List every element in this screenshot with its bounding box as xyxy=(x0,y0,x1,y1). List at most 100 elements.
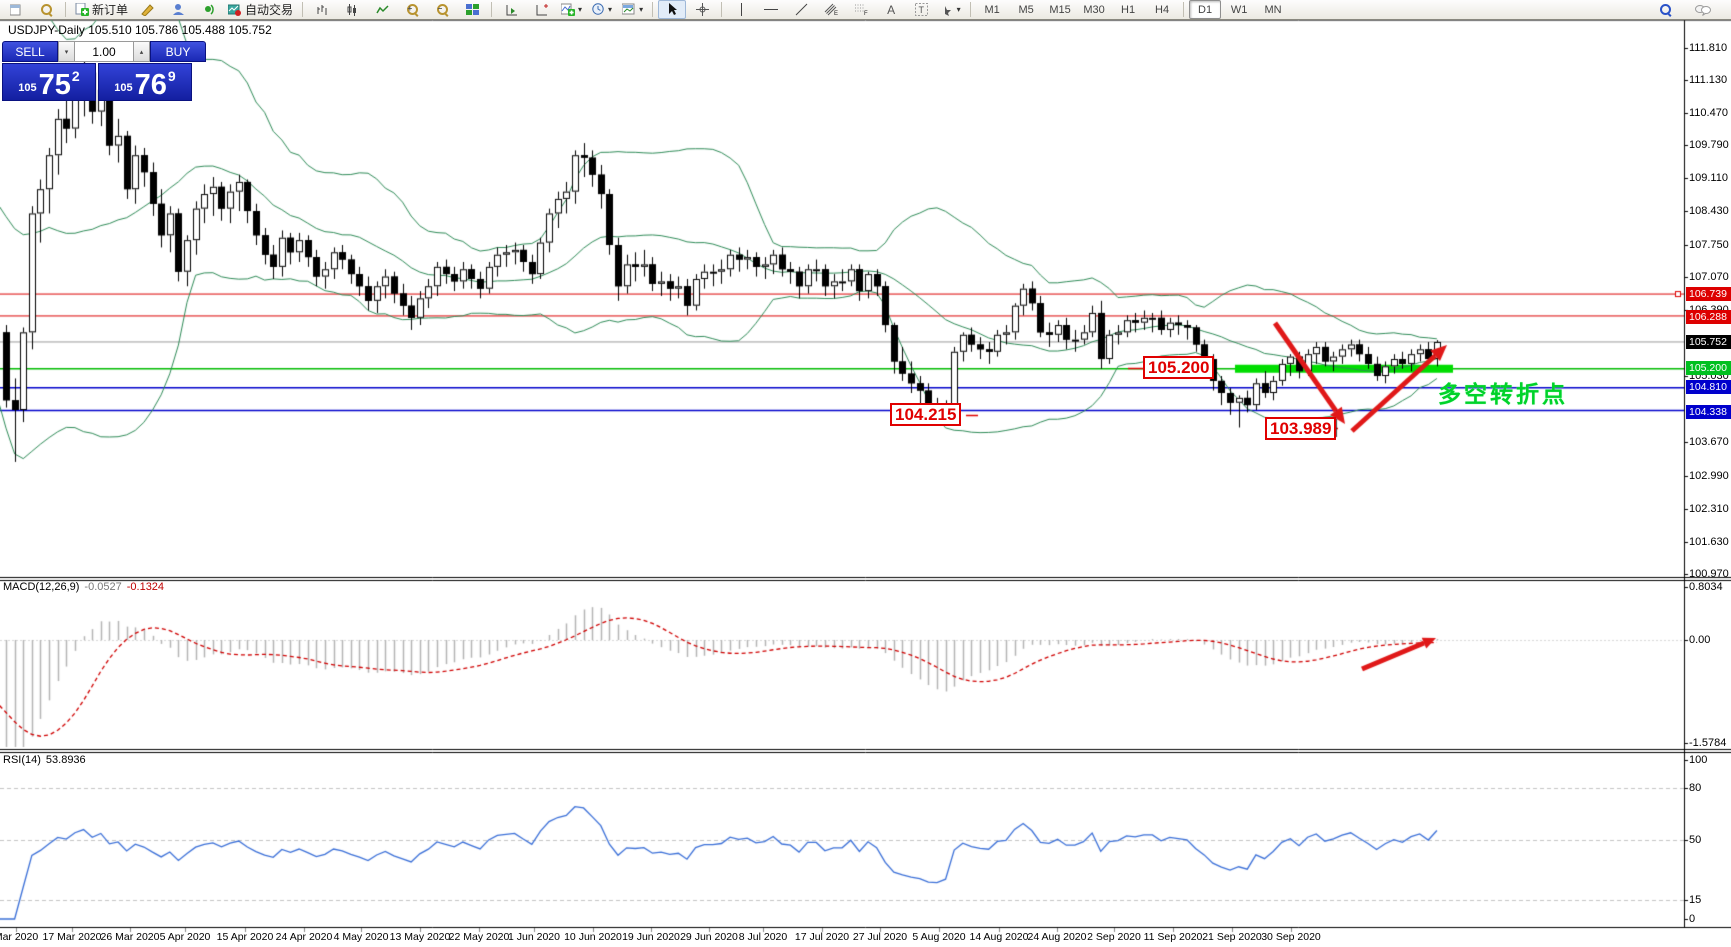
price-axis-tick: 103.670 xyxy=(1689,436,1729,448)
time-axis-label: 22 May 2020 xyxy=(448,931,510,943)
macd-label: MACD(12,26,9) -0.0527 -0.1324 xyxy=(3,581,164,593)
time-axis-label: 4 May 2020 xyxy=(333,931,389,943)
price-axis-badge: 104.810 xyxy=(1686,380,1731,394)
timeframe-m1[interactable]: M1 xyxy=(984,3,1000,16)
time-axis-label: 5 Aug 2020 xyxy=(912,931,966,943)
channel-tool[interactable]: E xyxy=(817,0,845,19)
separator xyxy=(491,2,493,17)
buy-price-big: 76 xyxy=(134,69,167,101)
time-axis-label: 24 Aug 2020 xyxy=(1027,931,1087,943)
new-order-label: 新订单 xyxy=(92,3,129,17)
zoom-out-icon[interactable]: − xyxy=(428,0,456,19)
time-axis-label: 30 Sep 2020 xyxy=(1261,931,1321,943)
buy-price-sup: 9 xyxy=(167,68,176,84)
timeframe-w1[interactable]: W1 xyxy=(1230,3,1248,16)
cursor-tool[interactable] xyxy=(658,0,687,19)
separator xyxy=(970,2,972,17)
rsi-label: RSI(14) 53.8936 xyxy=(3,754,86,766)
buy-price-box[interactable]: 105 76 9 xyxy=(98,63,192,101)
rsi-value: 53.8936 xyxy=(45,754,86,766)
price-axis-tick: 109.110 xyxy=(1689,172,1728,184)
period-button[interactable]: ▾ xyxy=(588,0,616,19)
separator xyxy=(302,2,304,17)
price-axis-badge: 106.739 xyxy=(1686,287,1731,301)
annotation-price-103989: 103.989 xyxy=(1265,417,1337,440)
sell-price-box[interactable]: 105 75 2 xyxy=(2,63,96,101)
price-axis-tick: 108.430 xyxy=(1689,205,1729,217)
caret-down-icon: ▾ xyxy=(639,5,644,14)
price-axis-tick: 101.630 xyxy=(1689,536,1729,548)
market-watch-icon[interactable] xyxy=(164,0,192,19)
macd-name: MACD(12,26,9) xyxy=(3,581,80,593)
template-button[interactable]: ▾ xyxy=(618,0,647,19)
window-icon[interactable] xyxy=(2,0,30,19)
magnifier-chart-icon xyxy=(40,4,52,15)
price-axis-tick: 102.990 xyxy=(1689,470,1729,482)
bar-chart-icon[interactable] xyxy=(308,0,336,19)
price-axis-tick: 100.970 xyxy=(1689,568,1729,580)
timeframe-h4[interactable]: H4 xyxy=(1155,3,1170,16)
trendline-tool[interactable] xyxy=(787,0,815,19)
time-axis-label: 27 Jul 2020 xyxy=(852,931,908,943)
vertical-line-tool[interactable] xyxy=(727,0,755,19)
zoom-in-icon[interactable]: + xyxy=(398,0,426,19)
volume-input[interactable] xyxy=(75,41,133,62)
timeframe-m30[interactable]: M30 xyxy=(1083,3,1105,16)
rsi-name: RSI(14) xyxy=(3,754,41,766)
annotation-turning-point: 多空转折点 xyxy=(1438,381,1568,407)
line-chart-icon[interactable] xyxy=(368,0,396,19)
crosshair-tool[interactable] xyxy=(688,0,716,19)
text-label-tool[interactable]: T xyxy=(907,0,935,19)
chart-window-icon[interactable] xyxy=(32,0,60,19)
price-axis-badge: 106.288 xyxy=(1686,310,1731,324)
auto-trading-label: 自动交易 xyxy=(245,3,294,17)
auto-trading-button[interactable]: 自动交易 xyxy=(224,0,297,19)
signals-icon[interactable] xyxy=(194,0,222,19)
caret-down-icon: ▾ xyxy=(608,5,613,14)
tile-windows-icon[interactable] xyxy=(458,0,486,19)
volume-up-button[interactable]: ▴ xyxy=(133,41,150,62)
annotation-price-105200: 105.200 xyxy=(1143,356,1215,379)
fibonacci-tool[interactable]: F xyxy=(847,0,875,19)
time-axis-label: Mar 2020 xyxy=(0,931,39,943)
caret-down-icon: ▾ xyxy=(578,5,583,14)
sell-button[interactable]: SELL xyxy=(2,41,58,62)
macd-value-1: -0.0527 xyxy=(84,581,122,593)
price-axis-tick: 109.790 xyxy=(1689,139,1729,151)
new-order-icon xyxy=(75,2,89,16)
toolbar: 新订单 自动交易 + − xyxy=(0,0,1731,20)
shapes-tool[interactable]: ▾ xyxy=(937,0,965,19)
add-indicator-button[interactable]: ▾ xyxy=(557,0,586,19)
candlestick-chart-icon[interactable] xyxy=(338,0,366,19)
chat-icon[interactable] xyxy=(1689,0,1717,19)
time-axis-label: 8 Jul 2020 xyxy=(738,931,788,943)
text-tool[interactable]: A xyxy=(887,2,896,17)
time-axis-label: 2 Sep 2020 xyxy=(1087,931,1141,943)
buy-price-prefix: 105 xyxy=(114,82,133,94)
timeframe-m15[interactable]: M15 xyxy=(1049,3,1071,16)
volume-down-button[interactable]: ▾ xyxy=(58,41,75,62)
timeframe-m5[interactable]: M5 xyxy=(1018,3,1034,16)
caret-down-icon: ▾ xyxy=(956,5,961,14)
macd-axis-label: 0.8034 xyxy=(1689,581,1723,593)
buy-button[interactable]: BUY xyxy=(150,41,206,62)
new-subwindow-icon[interactable] xyxy=(527,0,555,19)
data-window-icon[interactable] xyxy=(497,0,525,19)
sell-price-sup: 2 xyxy=(71,68,80,84)
timeframe-d1[interactable]: D1 xyxy=(1189,0,1222,19)
horizontal-line-tool[interactable] xyxy=(757,0,785,19)
time-axis-label: 24 Apr 2020 xyxy=(275,931,333,943)
timeframe-h1[interactable]: H1 xyxy=(1121,3,1136,16)
timeframe-mn[interactable]: MN xyxy=(1264,3,1282,16)
search-icon[interactable] xyxy=(1651,0,1679,19)
new-order-button[interactable]: 新订单 xyxy=(71,0,132,19)
separator xyxy=(652,2,654,17)
symbol-ohlc-line: USDJPY-Daily 105.510 105.786 105.488 105… xyxy=(8,23,272,37)
time-axis-label: 1 Jun 2020 xyxy=(508,931,560,943)
timeframe-group: M1 M5 M15 M30 H1 H4 D1 W1 MN xyxy=(976,0,1289,19)
svg-text:E: E xyxy=(834,11,838,16)
separator xyxy=(721,2,723,17)
price-axis-badge: 104.338 xyxy=(1686,405,1731,419)
metaeditor-icon[interactable] xyxy=(134,0,162,19)
